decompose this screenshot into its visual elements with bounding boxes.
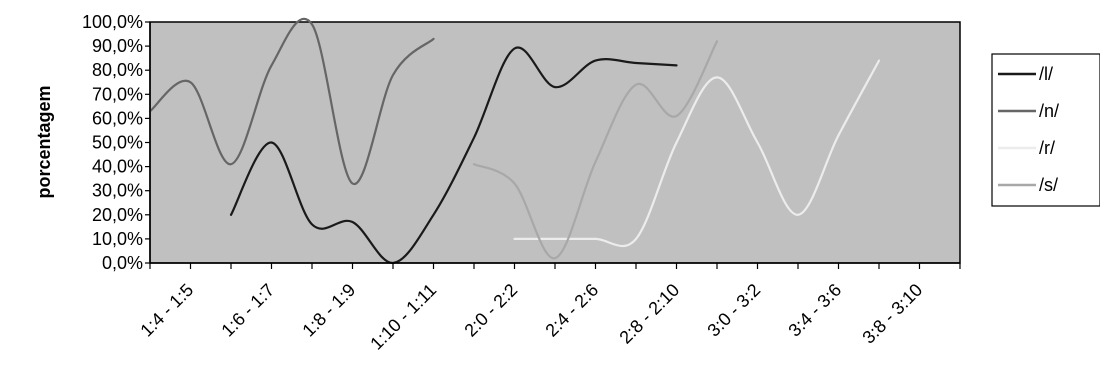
y-tick-label: 50,0% (92, 133, 143, 153)
x-tick-label: 1:4 - 1:5 (136, 280, 197, 341)
y-tick-label: 100,0% (82, 12, 143, 32)
x-tick-label: 3:4 - 3:6 (784, 280, 845, 341)
series-line-3 (472, 40, 719, 260)
legend-label: /l/ (1039, 64, 1053, 84)
y-tick-label: 40,0% (92, 157, 143, 177)
x-tick-label: 3:8 - 3:10 (858, 280, 926, 348)
series-line-0 (229, 46, 678, 265)
legend: /l/ /n/ /r/ /s/ (991, 53, 1100, 207)
series-line-1 (148, 17, 435, 185)
y-tick-label: 80,0% (92, 60, 143, 80)
y-tick-label: 30,0% (92, 181, 143, 201)
x-tick-label: 2:8 - 2:10 (615, 280, 683, 348)
plot-area (149, 21, 961, 264)
legend-label: /n/ (1039, 101, 1059, 121)
x-tick-label: 2:4 - 2:6 (541, 280, 602, 341)
x-axis-ticks: 1:4 - 1:5 1:6 - 1:7 1:8 - 1:9 1:10 - 1:11 2:… (136, 263, 961, 354)
y-axis-title: porcentagem (34, 85, 54, 198)
legend-box (991, 53, 1100, 207)
x-tick-label: 1:10 - 1:11 (366, 280, 440, 354)
legend-label: /s/ (1039, 175, 1058, 195)
y-axis-ticks: 0,0% 10,0% 20,0% 30,0% 40,0% 50,0% 60,0% 70,0% 8… (82, 12, 150, 273)
legend-label: /r/ (1039, 138, 1055, 158)
x-tick-label: 1:6 - 1:7 (217, 280, 278, 341)
y-tick-label: 20,0% (92, 205, 143, 225)
x-tick-label: 3:0 - 3:2 (703, 280, 764, 341)
x-tick-label: 1:8 - 1:9 (298, 280, 359, 341)
x-tick-label: 2:0 - 2:2 (460, 280, 521, 341)
y-tick-label: 0,0% (102, 253, 143, 273)
y-tick-label: 70,0% (92, 84, 143, 104)
series-layer (148, 17, 881, 265)
y-tick-label: 90,0% (92, 36, 143, 56)
y-tick-label: 60,0% (92, 108, 143, 128)
series-line-2 (513, 59, 881, 248)
y-tick-label: 10,0% (92, 229, 143, 249)
